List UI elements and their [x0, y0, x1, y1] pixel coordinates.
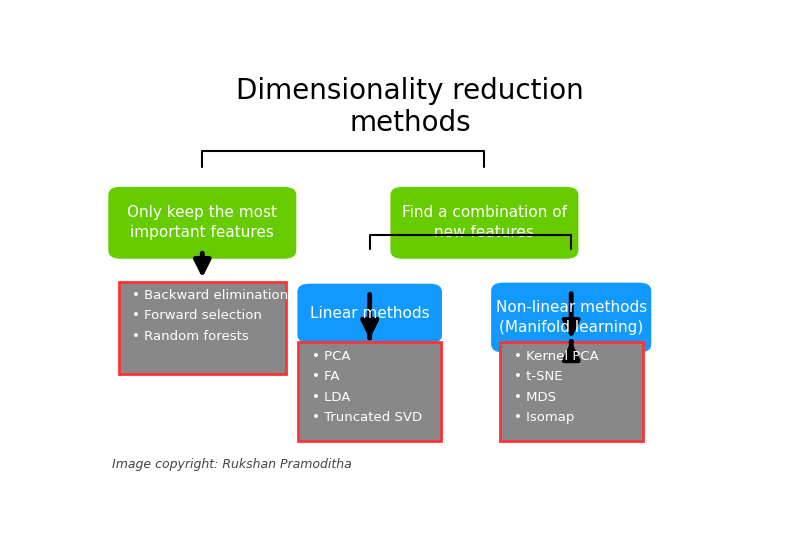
Text: Find a combination of
new features: Find a combination of new features — [402, 205, 567, 240]
Text: • Backward elimination
• Forward selection
• Random forests: • Backward elimination • Forward selecti… — [132, 289, 288, 343]
FancyBboxPatch shape — [500, 342, 642, 441]
Text: • Kernel PCA
• t-SNE
• MDS
• Isomap: • Kernel PCA • t-SNE • MDS • Isomap — [514, 350, 598, 424]
Text: Only keep the most
important features: Only keep the most important features — [127, 205, 278, 240]
Text: • PCA
• FA
• LDA
• Truncated SVD: • PCA • FA • LDA • Truncated SVD — [312, 350, 422, 424]
FancyBboxPatch shape — [109, 188, 296, 258]
Text: Image copyright: Rukshan Pramoditha: Image copyright: Rukshan Pramoditha — [112, 458, 352, 471]
Text: Linear methods: Linear methods — [310, 306, 430, 321]
FancyBboxPatch shape — [298, 285, 442, 342]
FancyBboxPatch shape — [391, 188, 578, 258]
Text: Dimensionality reduction
methods: Dimensionality reduction methods — [236, 77, 584, 137]
FancyBboxPatch shape — [492, 284, 650, 351]
Text: Non-linear methods
(Manifold learning): Non-linear methods (Manifold learning) — [495, 300, 647, 335]
FancyBboxPatch shape — [298, 342, 441, 441]
FancyBboxPatch shape — [118, 281, 286, 374]
